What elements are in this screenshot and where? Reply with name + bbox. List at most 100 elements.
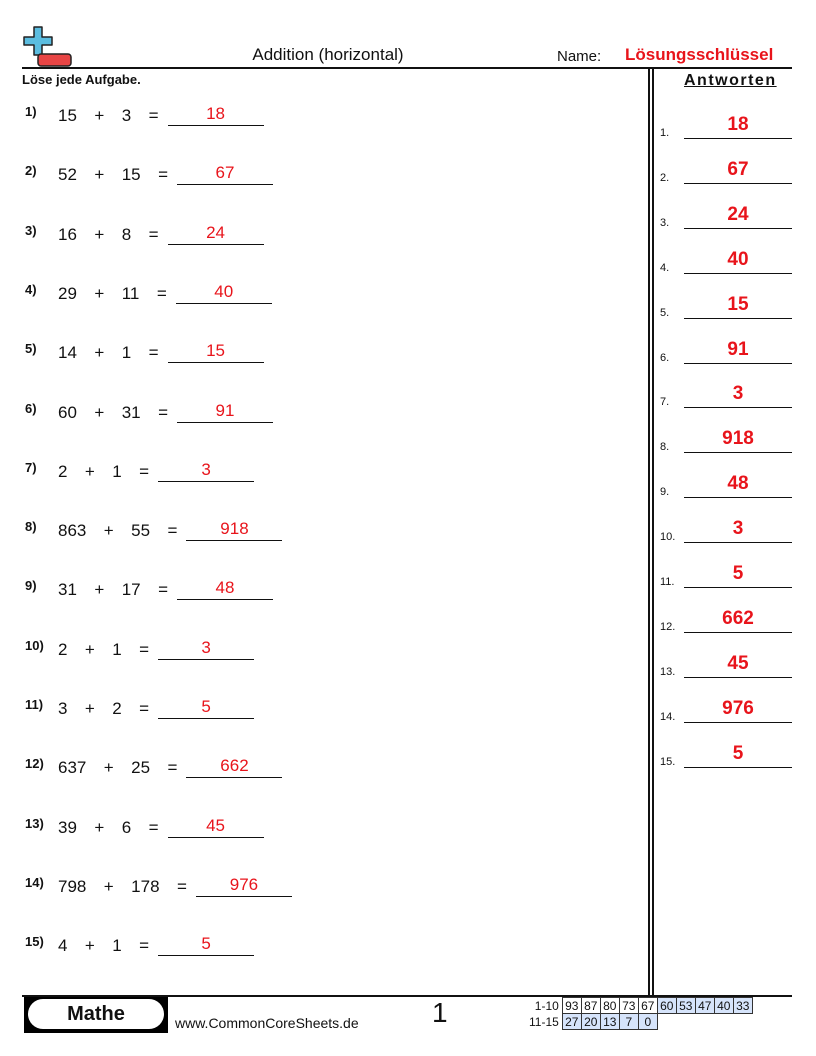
problem-number: 9): [25, 578, 37, 594]
problem-number: 11): [25, 697, 44, 712]
score-row: 11-15 27 20 13 7 0: [527, 1013, 752, 1030]
answer-number: 11.: [660, 576, 675, 588]
problem-expression: 863 + 55 =: [58, 521, 178, 541]
instructions: Löse jede Aufgabe.: [22, 72, 141, 87]
problem-answer: 3: [158, 637, 255, 660]
answer-value: 918: [684, 428, 792, 454]
name-label: Name:: [557, 48, 602, 65]
problem-number: 5): [25, 341, 37, 357]
problem-answer: 40: [175, 281, 272, 304]
site-url: www.CommonCoreSheets.de: [175, 1015, 359, 1031]
problem-number: 6): [25, 400, 37, 416]
problem-number: 8): [25, 519, 37, 535]
problem-row: 14) 798 + 178 = 976: [25, 867, 292, 897]
score-cell: 67: [637, 997, 658, 1014]
problem-answer: 5: [158, 933, 255, 957]
problem-answer: 3: [158, 459, 255, 482]
column-divider: [652, 69, 654, 995]
problem-expression: 15 + 3 =: [58, 106, 159, 125]
score-cell: 0: [637, 1013, 658, 1030]
answer-value: 91: [684, 339, 792, 364]
problem-expression: 39 + 6 =: [58, 817, 159, 837]
footer-divider: [22, 995, 792, 997]
problem-row: 7) 2 + 1 = 3: [25, 452, 255, 482]
answer-value: 18: [684, 114, 792, 139]
score-row: 1-10 93 87 80 73 67 60 53 47 40 33: [527, 997, 753, 1014]
answer-value: 5: [684, 563, 792, 588]
page-number: 1: [432, 997, 448, 1028]
problem-number: 1): [25, 104, 37, 119]
score-cell: 73: [618, 997, 639, 1014]
score-cell: 40: [713, 997, 734, 1014]
brand-label: Mathe: [28, 999, 164, 1029]
answer-number: 3.: [660, 216, 670, 229]
problem-expression: 3 + 2 =: [58, 699, 150, 718]
problem-answer: 48: [177, 577, 274, 601]
answer-number: 10.: [660, 531, 676, 544]
answer-row: 15. 5: [660, 743, 792, 768]
score-cell: 47: [694, 997, 715, 1014]
answer-value: 48: [684, 473, 792, 499]
problem-row: 2) 52 + 15 = 67: [25, 155, 274, 186]
problem-expression: 52 + 15 =: [58, 165, 169, 185]
answer-value: 3: [684, 383, 792, 409]
problem-row: 9) 31 + 17 = 48: [25, 570, 274, 601]
score-cell: 60: [656, 997, 677, 1014]
answer-row: 2. 67: [660, 159, 792, 184]
answer-number: 5.: [660, 306, 670, 319]
answer-value: 5: [684, 743, 792, 768]
problem-answer: 67: [177, 162, 274, 186]
answer-number: 15.: [660, 755, 676, 768]
answer-row: 7. 3: [660, 383, 792, 409]
score-cell: 53: [675, 997, 696, 1014]
answer-number: 12.: [660, 620, 676, 633]
answer-row: 3. 24: [660, 204, 792, 229]
problem-answer: 24: [167, 222, 264, 245]
problem-row: 12) 637 + 25 = 662: [25, 748, 283, 779]
problem-expression: 637 + 25 =: [58, 758, 178, 778]
problem-row: 15) 4 + 1 = 5: [25, 926, 255, 957]
answer-value: 15: [684, 294, 792, 319]
score-cell: 87: [580, 997, 601, 1014]
problem-expression: 4 + 1 =: [58, 936, 150, 956]
problem-number: 2): [25, 163, 37, 179]
problem-row: 13) 39 + 6 = 45: [25, 808, 264, 838]
problem-expression: 16 + 8 =: [58, 224, 159, 244]
plus-minus-icon: [23, 26, 72, 67]
answer-number: 9.: [660, 486, 670, 499]
answer-value: 3: [684, 518, 792, 544]
answer-number: 2.: [660, 171, 670, 184]
answer-row: 4. 40: [660, 249, 792, 274]
answer-number: 4.: [660, 261, 670, 274]
score-cell: 13: [599, 1013, 620, 1030]
problem-answer: 18: [167, 103, 264, 126]
worksheet-title: Addition (horizontal): [252, 45, 404, 64]
problem-expression: 2 + 1 =: [58, 639, 150, 659]
problem-expression: 2 + 1 =: [58, 461, 150, 481]
answer-row: 11. 5: [660, 563, 792, 588]
answer-row: 5. 15: [660, 294, 792, 319]
answer-number: 13.: [660, 665, 676, 678]
answer-row: 10. 3: [660, 518, 792, 544]
answer-row: 13. 45: [660, 653, 792, 678]
score-cell: 33: [732, 997, 753, 1014]
score-cell: 20: [580, 1013, 601, 1030]
answers-heading: Antworten: [684, 72, 777, 89]
answer-value: 24: [684, 204, 792, 229]
answer-row: 6. 91: [660, 339, 792, 364]
problem-row: 3) 16 + 8 = 24: [25, 215, 264, 245]
problem-answer: 45: [167, 815, 264, 838]
answer-value: 40: [684, 249, 792, 274]
problem-answer: 662: [186, 755, 283, 779]
column-divider: [648, 69, 650, 995]
answer-value: 45: [684, 653, 792, 678]
score-cell: 93: [561, 997, 582, 1014]
problem-number: 7): [25, 459, 37, 475]
answer-value: 67: [684, 159, 792, 184]
problem-answer: 918: [186, 518, 283, 542]
answer-row: 9. 48: [660, 473, 792, 499]
problem-number: 14): [25, 874, 44, 890]
problem-number: 12): [25, 756, 44, 772]
problem-expression: 14 + 1 =: [58, 343, 159, 363]
